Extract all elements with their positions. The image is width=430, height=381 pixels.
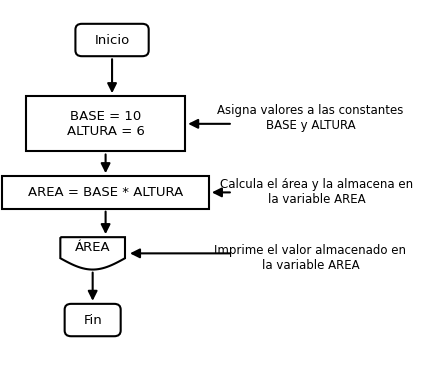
PathPatch shape (60, 237, 125, 269)
Text: Imprime el valor almacenado en
la variable AREA: Imprime el valor almacenado en la variab… (214, 244, 405, 272)
FancyBboxPatch shape (64, 304, 120, 336)
FancyBboxPatch shape (75, 24, 148, 56)
Text: BASE = 10
ALTURA = 6: BASE = 10 ALTURA = 6 (67, 110, 144, 138)
Text: Fin: Fin (83, 314, 102, 327)
Text: Asigna valores a las constantes
BASE y ALTURA: Asigna valores a las constantes BASE y A… (217, 104, 402, 132)
Text: Calcula el área y la almacena en
la variable AREA: Calcula el área y la almacena en la vari… (220, 178, 412, 207)
Text: Inicio: Inicio (94, 34, 129, 46)
Text: ÁREA: ÁREA (75, 241, 110, 254)
Text: AREA = BASE * ALTURA: AREA = BASE * ALTURA (28, 186, 183, 199)
Bar (26, 96, 185, 151)
Bar (2, 176, 209, 209)
